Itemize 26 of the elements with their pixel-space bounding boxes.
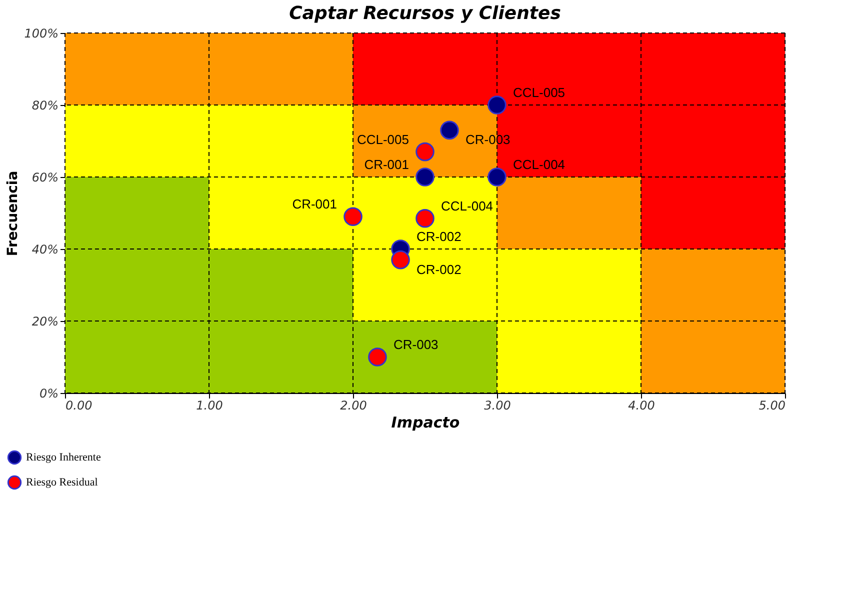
y-tick-label: 40% xyxy=(32,242,58,256)
annotation: CCL-005 xyxy=(356,132,409,147)
annotation: CR-001 xyxy=(292,196,337,212)
legend-label: Riesgo Inherente xyxy=(26,452,101,464)
annotation: CCL-004 xyxy=(441,198,494,214)
x-tick-label: 3.00 xyxy=(484,398,512,412)
annotation: CR-003 xyxy=(393,337,438,352)
x-axis-title: Impacto xyxy=(391,414,460,432)
x-tick-label: 0.00 xyxy=(66,398,93,412)
y-tick-label: 0% xyxy=(39,386,58,400)
y-tick-label: 60% xyxy=(32,170,58,184)
legend-label: Riesgo Residual xyxy=(26,476,98,488)
x-tick-label: 5.00 xyxy=(758,398,786,412)
annotation: CR-002 xyxy=(416,229,462,244)
y-axis-title: Frecuencia xyxy=(5,170,22,256)
annotation: CCL-005 xyxy=(513,85,566,100)
annotation: CR-002 xyxy=(416,262,462,277)
y-tick-label: 100% xyxy=(24,26,58,40)
x-tick-label: 4.00 xyxy=(628,398,656,412)
annotation: CCL-004 xyxy=(513,157,566,172)
chart-title: Captar Recursos y Clientes xyxy=(289,3,562,24)
x-tick-label: 1.00 xyxy=(196,398,224,412)
x-tick-label: 2.00 xyxy=(340,398,368,412)
annotation: CR-001 xyxy=(364,157,409,172)
y-tick-label: 80% xyxy=(32,98,58,112)
y-tick-label: 20% xyxy=(32,314,58,328)
